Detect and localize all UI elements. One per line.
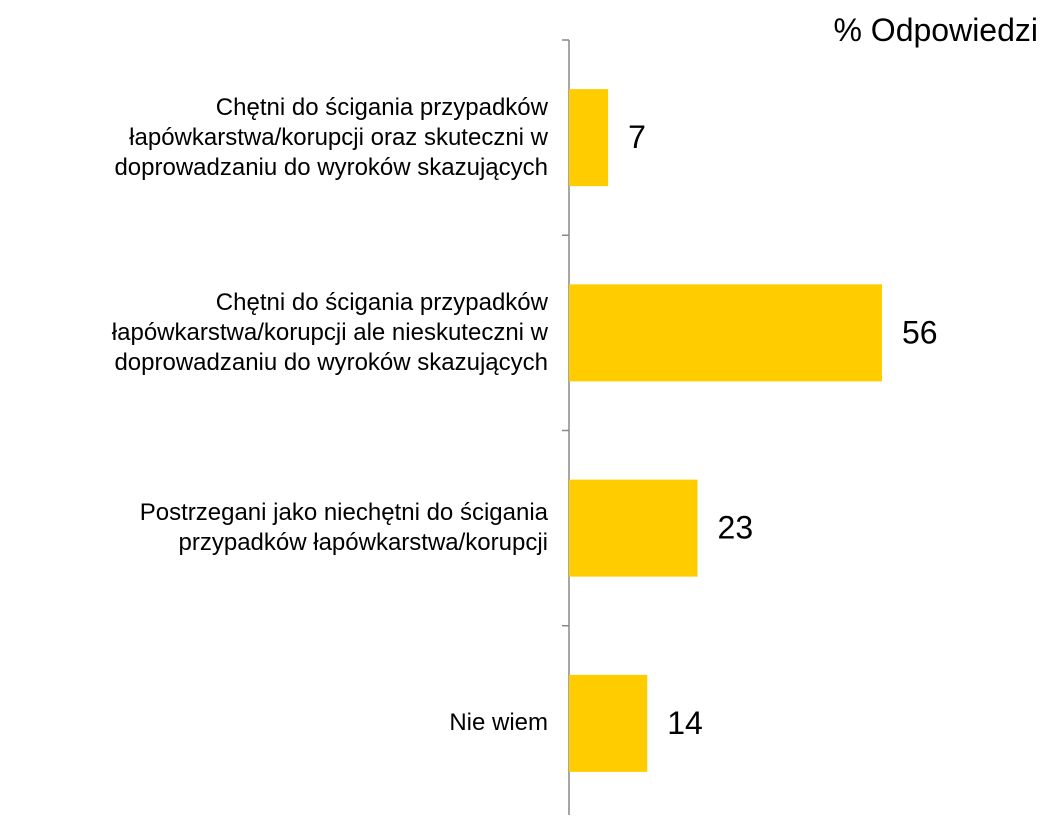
bar <box>569 674 648 772</box>
bar <box>569 89 609 187</box>
category-label-box: Postrzegani jako niechętni do ścigania p… <box>0 431 548 626</box>
chart-title: % Odpowiedzi <box>833 12 1038 48</box>
category-label: Postrzegani jako niechętni do ścigania p… <box>139 499 548 557</box>
value-label: 14 <box>667 705 703 741</box>
value-label: 23 <box>718 510 754 546</box>
value-label: 56 <box>902 314 938 350</box>
category-label-box: Nie wiem <box>0 626 548 821</box>
category-label: Chętni do ścigania przypadków łapówkarst… <box>114 93 548 181</box>
category-label: Nie wiem <box>449 709 548 737</box>
bar <box>569 284 882 382</box>
category-label-box: Chętni do ścigania przypadków łapówkarst… <box>0 40 548 235</box>
category-label: Chętni do ścigania przypadków łapówkarst… <box>111 288 548 376</box>
category-label-box: Chętni do ścigania przypadków łapówkarst… <box>0 235 548 430</box>
value-label: 7 <box>628 119 646 155</box>
bar <box>569 479 698 577</box>
